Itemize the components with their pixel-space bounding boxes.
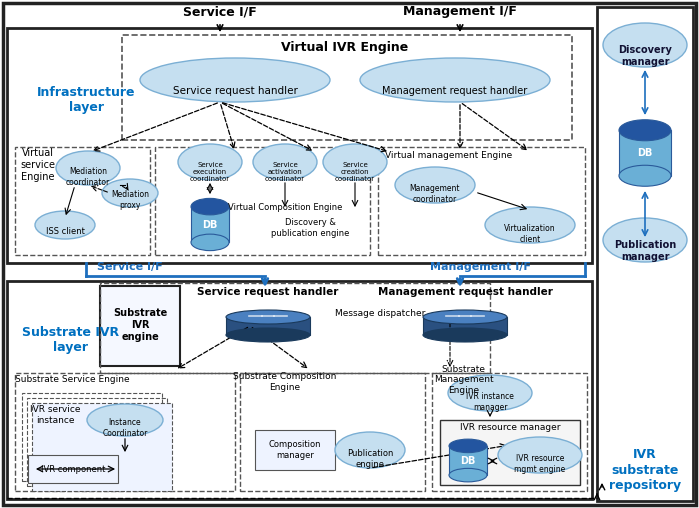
Text: Service request handler: Service request handler xyxy=(173,86,298,96)
Text: DB: DB xyxy=(461,456,476,465)
FancyBboxPatch shape xyxy=(28,455,118,483)
Text: Discovery
manager: Discovery manager xyxy=(618,45,672,67)
Ellipse shape xyxy=(423,310,507,324)
Text: DB: DB xyxy=(637,148,653,158)
FancyBboxPatch shape xyxy=(32,403,172,491)
Ellipse shape xyxy=(226,310,310,324)
Text: IVR resource
mgmt engine: IVR resource mgmt engine xyxy=(514,454,565,473)
Ellipse shape xyxy=(619,120,671,141)
Ellipse shape xyxy=(253,144,317,180)
Ellipse shape xyxy=(485,207,575,243)
Text: Infrastructure
layer: Infrastructure layer xyxy=(37,86,136,114)
Ellipse shape xyxy=(448,375,532,411)
Ellipse shape xyxy=(603,218,687,262)
FancyBboxPatch shape xyxy=(619,130,671,176)
Ellipse shape xyxy=(498,437,582,473)
Text: Instance
Coordinator: Instance Coordinator xyxy=(102,418,147,438)
FancyBboxPatch shape xyxy=(423,317,507,335)
Ellipse shape xyxy=(140,58,330,102)
Ellipse shape xyxy=(449,468,487,482)
Text: Substrate IVR
layer: Substrate IVR layer xyxy=(22,326,119,354)
Text: Publication
engine: Publication engine xyxy=(347,449,393,469)
Text: DB: DB xyxy=(202,219,217,230)
Ellipse shape xyxy=(323,144,387,180)
Text: Service request handler: Service request handler xyxy=(197,287,339,297)
Text: Virtual Composition Engine: Virtual Composition Engine xyxy=(228,204,343,212)
Text: Substrate
IVR
engine: Substrate IVR engine xyxy=(113,308,167,341)
Text: Virtualization
client: Virtualization client xyxy=(504,225,556,244)
FancyBboxPatch shape xyxy=(226,317,310,335)
Text: IVR resource manager: IVR resource manager xyxy=(460,424,561,432)
Text: Service
execution
coordinator: Service execution coordinator xyxy=(190,162,230,182)
FancyBboxPatch shape xyxy=(440,420,580,485)
Text: Discovery &
publication engine: Discovery & publication engine xyxy=(271,218,350,238)
Text: IVR service
instance: IVR service instance xyxy=(30,405,80,425)
FancyBboxPatch shape xyxy=(100,286,180,366)
Text: Publication
manager: Publication manager xyxy=(614,240,676,262)
Ellipse shape xyxy=(56,151,120,185)
Text: ISS client: ISS client xyxy=(45,228,85,237)
Text: Service
activation
coordinator: Service activation coordinator xyxy=(265,162,305,182)
Ellipse shape xyxy=(87,404,163,436)
FancyBboxPatch shape xyxy=(449,446,487,475)
Ellipse shape xyxy=(335,432,405,468)
Ellipse shape xyxy=(423,328,507,342)
Text: Composition
manager: Composition manager xyxy=(268,440,322,460)
Text: IVR component: IVR component xyxy=(41,464,105,473)
Text: Virtual IVR Engine: Virtual IVR Engine xyxy=(282,42,409,54)
Ellipse shape xyxy=(102,179,158,207)
Text: Mediation
coordinator: Mediation coordinator xyxy=(66,167,110,187)
Ellipse shape xyxy=(191,234,229,250)
Text: Virtual
service
Engine: Virtual service Engine xyxy=(20,148,55,181)
Text: IVR
substrate
repository: IVR substrate repository xyxy=(609,449,681,492)
Ellipse shape xyxy=(360,58,550,102)
Text: Mediation
proxy: Mediation proxy xyxy=(111,190,149,210)
Text: Management I/F: Management I/F xyxy=(403,6,517,18)
Ellipse shape xyxy=(619,165,671,186)
Text: Service
creation
coordinator: Service creation coordinator xyxy=(335,162,375,182)
Text: Message dispatcher: Message dispatcher xyxy=(335,308,425,318)
Text: Management I/F: Management I/F xyxy=(430,262,531,272)
Text: Substrate
Management
Engine: Substrate Management Engine xyxy=(434,365,493,395)
Ellipse shape xyxy=(603,23,687,67)
FancyBboxPatch shape xyxy=(191,207,229,242)
Text: Management request handler: Management request handler xyxy=(382,86,528,96)
Ellipse shape xyxy=(449,439,487,453)
Text: Virtual management Engine: Virtual management Engine xyxy=(385,150,512,160)
FancyBboxPatch shape xyxy=(255,430,335,470)
Text: IVR instance
manager: IVR instance manager xyxy=(466,392,514,411)
Text: Service I/F: Service I/F xyxy=(183,6,257,18)
Ellipse shape xyxy=(395,167,475,203)
Text: Management request handler: Management request handler xyxy=(377,287,552,297)
Ellipse shape xyxy=(191,199,229,215)
Ellipse shape xyxy=(178,144,242,180)
Ellipse shape xyxy=(35,211,95,239)
Text: Service I/F: Service I/F xyxy=(97,262,163,272)
Ellipse shape xyxy=(226,328,310,342)
Text: Substrate Service Engine: Substrate Service Engine xyxy=(15,375,129,385)
Text: Substrate Composition
Engine: Substrate Composition Engine xyxy=(233,372,337,392)
Text: Management
coordinator: Management coordinator xyxy=(410,184,460,204)
